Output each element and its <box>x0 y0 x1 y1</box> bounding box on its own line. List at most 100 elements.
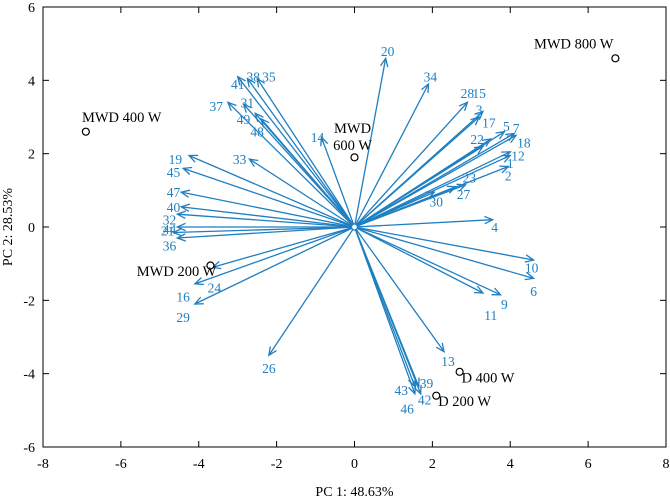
loading-arrowhead-1 <box>501 154 512 163</box>
x-tick-label: -8 <box>37 457 49 472</box>
loading-vector-38 <box>246 78 356 228</box>
loading-label-5: 5 <box>503 119 510 134</box>
loading-label-42: 42 <box>418 392 432 407</box>
loading-label-2: 2 <box>505 169 512 184</box>
loading-arrowhead-9 <box>491 287 502 296</box>
y-tick-label: -2 <box>23 294 35 309</box>
loading-arrowhead-34 <box>421 82 430 94</box>
loading-label-9: 9 <box>501 297 508 312</box>
loading-vector-40 <box>181 206 355 228</box>
loading-label-41: 41 <box>231 77 245 92</box>
loading-vector-19 <box>188 154 355 228</box>
loading-label-16: 16 <box>176 290 190 305</box>
loading-arrowhead-13 <box>435 342 445 353</box>
loading-label-45: 45 <box>167 165 181 180</box>
loading-label-35: 35 <box>262 70 276 85</box>
loading-label-6: 6 <box>530 284 537 299</box>
loading-label-19: 19 <box>169 152 183 167</box>
loading-arrowhead-2 <box>499 165 510 174</box>
sample-point <box>432 391 441 400</box>
sample-label: MWD 400 W <box>82 110 162 126</box>
x-tick-label: 4 <box>507 457 514 472</box>
loading-arrowhead-11 <box>473 285 485 294</box>
loading-arrowhead-19 <box>187 154 199 163</box>
y-tick-label: 4 <box>28 74 35 89</box>
loading-vector-41 <box>237 76 356 228</box>
loading-arrowhead-32 <box>175 210 187 219</box>
loading-label-20: 20 <box>381 44 395 59</box>
loading-label-47: 47 <box>167 185 181 200</box>
loading-vector-14 <box>320 136 356 228</box>
loading-vector-44 <box>173 226 355 234</box>
loading-label-33: 33 <box>233 152 247 167</box>
loading-arrowhead-20 <box>380 56 389 68</box>
loading-vector-46 <box>353 226 416 387</box>
sample-point <box>350 153 359 162</box>
loading-label-18: 18 <box>517 136 531 151</box>
loading-label-24: 24 <box>208 281 222 296</box>
loading-vector-10 <box>354 226 534 261</box>
loading-vectors: 1234567910111213141516171819202122232426… <box>161 44 539 417</box>
loading-arrowhead-28 <box>458 101 469 112</box>
loading-vector-20 <box>353 58 387 228</box>
loading-label-34: 34 <box>424 70 438 85</box>
loading-arrowhead-33 <box>248 158 259 168</box>
x-tick-label: 0 <box>351 457 358 472</box>
loading-label-11: 11 <box>484 308 497 323</box>
y-tick-label: -4 <box>23 368 35 383</box>
loading-vector-22 <box>354 145 484 228</box>
loading-arrowhead-12 <box>501 151 512 160</box>
loading-vector-16 <box>194 226 355 285</box>
y-tick-label: 0 <box>28 221 35 236</box>
loading-label-37: 37 <box>210 99 224 114</box>
loading-label-26: 26 <box>262 361 276 376</box>
loading-arrowhead-29 <box>193 296 204 305</box>
sample-label: D 200 W <box>438 394 491 410</box>
loading-vector-24 <box>212 226 355 268</box>
sample-label: MWD 800 W <box>534 37 614 53</box>
x-tick-label: 2 <box>429 457 436 472</box>
loading-arrowhead-23 <box>456 183 467 192</box>
sample-label: MWD 200 W <box>137 264 217 280</box>
loading-arrowhead-15 <box>474 110 485 120</box>
loading-arrowhead-21 <box>175 222 186 232</box>
loading-arrowhead-44 <box>171 227 183 237</box>
loading-label-10: 10 <box>525 260 539 275</box>
y-tick-label: -6 <box>23 441 35 456</box>
x-tick-label: -2 <box>271 457 283 472</box>
x-tick-label: 8 <box>663 457 670 472</box>
loading-vector-32 <box>177 213 355 228</box>
loading-label-12: 12 <box>511 149 525 164</box>
loading-vector-28 <box>354 101 468 228</box>
loading-label-14: 14 <box>311 130 325 145</box>
loading-vector-12 <box>354 151 511 228</box>
loading-arrowhead-36 <box>175 233 186 242</box>
loading-label-32: 32 <box>163 213 177 228</box>
loading-vector-37 <box>227 101 355 228</box>
loading-label-36: 36 <box>163 238 177 253</box>
loading-arrowhead-45 <box>181 166 193 175</box>
loading-vector-6 <box>354 226 534 279</box>
loading-label-30: 30 <box>430 194 444 209</box>
loading-label-40: 40 <box>167 200 181 215</box>
sample-point <box>455 367 464 376</box>
loading-label-48: 48 <box>250 125 264 140</box>
loading-label-49: 49 <box>237 112 251 127</box>
loading-arrowhead-17 <box>481 138 493 147</box>
loading-vector-35 <box>256 78 356 228</box>
loading-label-38: 38 <box>247 70 261 85</box>
sample-point <box>206 261 215 270</box>
x-tick-label: -4 <box>193 457 205 472</box>
loading-vector-26 <box>268 226 356 356</box>
loading-arrowhead-48 <box>260 117 270 128</box>
loading-vector-9 <box>354 226 501 296</box>
loading-arrowhead-14 <box>320 135 329 147</box>
loading-vector-36 <box>177 226 355 239</box>
loading-label-1: 1 <box>507 156 514 171</box>
loading-arrowhead-49 <box>254 112 264 123</box>
loading-arrowhead-47 <box>179 189 191 198</box>
sample-label: D 400 W <box>462 370 515 386</box>
loading-arrowhead-27 <box>446 185 458 194</box>
loading-vector-47 <box>181 191 355 228</box>
